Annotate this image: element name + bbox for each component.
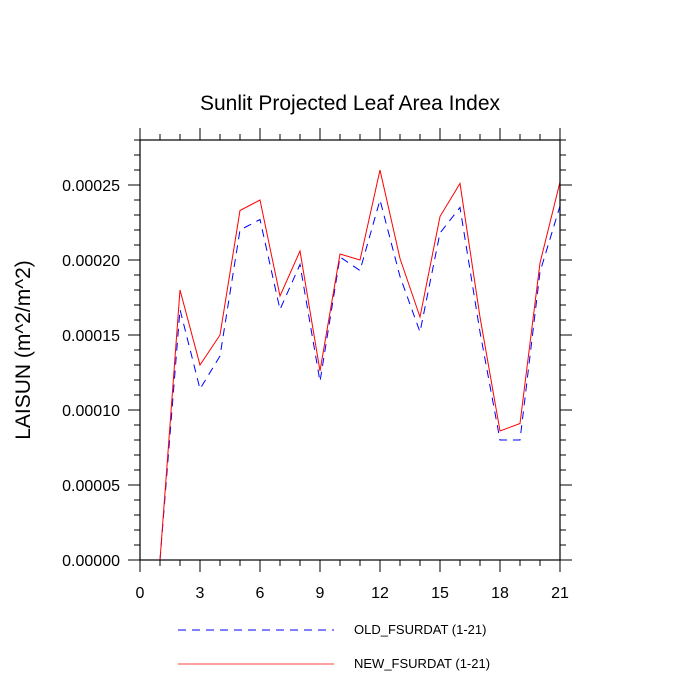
- legend-label-old: OLD_FSURDAT (1-21): [354, 622, 486, 637]
- x-tick-label: 9: [316, 585, 325, 602]
- x-tick-labels: 0 3 6 9 12 15 18 21: [136, 585, 569, 602]
- y-tick-labels: 0.00000 0.00005 0.00010 0.00015 0.00020 0.000…: [62, 178, 120, 570]
- y-tick-label: 0.00015: [62, 328, 120, 345]
- chart-title: Sunlit Projected Leaf Area Index: [200, 92, 501, 115]
- x-tick-label: 12: [371, 585, 389, 602]
- x-tick-label: 15: [431, 585, 449, 602]
- series-line-new: [159, 169, 561, 561]
- y-tick-label: 0.00005: [62, 478, 120, 495]
- x-tick-label: 6: [256, 585, 265, 602]
- plot-frame: [139, 139, 561, 561]
- x-tick-label: 21: [551, 585, 569, 602]
- series-lines: [159, 169, 561, 561]
- y-tick-label: 0.00000: [62, 553, 120, 570]
- y-tick-label: 0.00010: [62, 403, 120, 420]
- y-tick-label: 0.00020: [62, 253, 120, 270]
- x-tick-label: 0: [136, 585, 145, 602]
- x-tick-label: 3: [196, 585, 205, 602]
- legend: OLD_FSURDAT (1-21) NEW_FSURDAT (1-21): [178, 622, 490, 671]
- x-tick-label: 18: [491, 585, 509, 602]
- axis-ticks: [128, 128, 572, 572]
- series-line-old: [159, 198, 561, 561]
- y-axis-label: LAISUN (m^2/m^2): [12, 260, 35, 440]
- legend-label-new: NEW_FSURDAT (1-21): [354, 656, 490, 671]
- y-tick-label: 0.00025: [62, 178, 120, 195]
